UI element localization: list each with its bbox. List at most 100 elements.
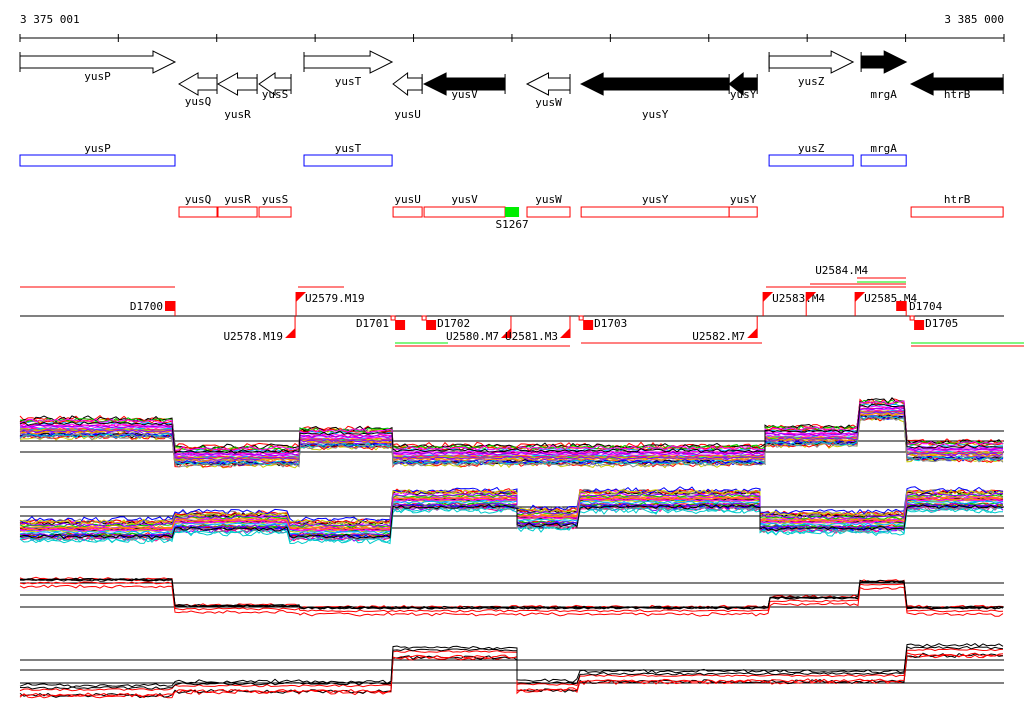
gene-label-yusR: yusR bbox=[224, 108, 251, 121]
upshift-flag-icon[interactable] bbox=[747, 328, 758, 338]
gene-arrow-mrgA[interactable] bbox=[860, 50, 908, 74]
upshift-flag-icon[interactable] bbox=[285, 328, 296, 338]
gene-arrow-yusY[interactable] bbox=[580, 72, 730, 96]
expression-profile-line bbox=[19, 496, 1004, 531]
upshift-flag-icon[interactable] bbox=[296, 292, 307, 302]
segment-label: D1704 bbox=[909, 300, 942, 313]
reverse-transcript-label: yusY bbox=[642, 193, 669, 206]
gene-arrow-yusW[interactable] bbox=[525, 72, 571, 96]
segment-label: U2583.M4 bbox=[772, 292, 825, 305]
reverse-transcript-box[interactable] bbox=[217, 206, 258, 218]
forward-transcript-box[interactable] bbox=[19, 154, 176, 167]
gene-label-yusP: yusP bbox=[84, 70, 111, 83]
expression-profile-line bbox=[19, 414, 1004, 466]
gene-arrow-yusU[interactable] bbox=[392, 71, 423, 97]
gene-label-mrgA: mrgA bbox=[870, 88, 897, 101]
reverse-transcript-box[interactable] bbox=[178, 206, 218, 218]
downshift-square-icon[interactable] bbox=[583, 320, 594, 330]
segment-tick bbox=[390, 315, 396, 321]
srna-box[interactable] bbox=[505, 207, 520, 217]
gene-arrow-yusZ[interactable] bbox=[768, 50, 855, 74]
gene-arrow-yusY[interactable] bbox=[728, 71, 758, 97]
reverse-transcript-label: yusR bbox=[224, 193, 251, 206]
downshift-square-icon[interactable] bbox=[395, 320, 406, 330]
reverse-transcript-label: yusQ bbox=[185, 193, 212, 206]
upshift-flag-icon[interactable] bbox=[763, 292, 774, 302]
expression-profile-line bbox=[19, 415, 1004, 468]
gene-arrow-yusQ[interactable] bbox=[178, 72, 218, 96]
gene-arrow-yusV[interactable] bbox=[422, 72, 506, 96]
segment-tick bbox=[421, 315, 427, 321]
reverse-transcript-label: yusW bbox=[535, 193, 562, 206]
gene-arrow-yusP[interactable] bbox=[19, 50, 177, 74]
forward-transcript-box[interactable] bbox=[860, 154, 907, 167]
reverse-transcript-label: yusS bbox=[262, 193, 289, 206]
forward-transcript-label: yusP bbox=[84, 142, 111, 155]
gene-arrow-htrB[interactable] bbox=[909, 72, 1004, 96]
expression-profile-line bbox=[19, 492, 1004, 528]
segment-label: U2580.M7 bbox=[446, 330, 499, 343]
srna-label: S1267 bbox=[495, 218, 528, 231]
expression-profile-line bbox=[19, 486, 1004, 524]
reverse-transcript-label: yusY bbox=[730, 193, 757, 206]
expression-panel-3 bbox=[19, 576, 1004, 617]
expression-profile-line bbox=[19, 488, 1004, 526]
expression-profile-line bbox=[19, 643, 1004, 688]
gene-label-yusZ: yusZ bbox=[798, 75, 825, 88]
reverse-transcript-box[interactable] bbox=[423, 206, 506, 218]
reverse-transcript-box[interactable] bbox=[392, 206, 423, 218]
reverse-transcript-box[interactable] bbox=[910, 206, 1004, 218]
segment-label: U2584.M4 bbox=[815, 264, 868, 277]
expression-panel-1 bbox=[19, 397, 1004, 469]
downshift-square-icon[interactable] bbox=[896, 301, 907, 311]
expression-profile-line bbox=[20, 577, 1004, 610]
gene-arrow-yusS[interactable] bbox=[258, 72, 292, 96]
ruler-end-label: 3 385 000 bbox=[944, 13, 1004, 26]
forward-transcript-box[interactable] bbox=[303, 154, 393, 167]
gene-label-htrB: htrB bbox=[944, 88, 971, 101]
reverse-transcript-box[interactable] bbox=[258, 206, 292, 218]
segment-label: D1705 bbox=[925, 317, 958, 330]
reverse-transcript-box[interactable] bbox=[580, 206, 730, 218]
expression-panel-2 bbox=[19, 486, 1004, 545]
upshift-flag-icon[interactable] bbox=[855, 292, 866, 302]
expression-profile-line bbox=[19, 500, 1004, 535]
gene-label-yusT: yusT bbox=[335, 75, 362, 88]
expression-profile-line bbox=[19, 406, 1004, 457]
gene-arrow-yusT[interactable] bbox=[303, 50, 394, 74]
expression-profile-line bbox=[19, 577, 1004, 610]
upshift-flag-icon[interactable] bbox=[806, 292, 817, 302]
reverse-transcript-label: htrB bbox=[944, 193, 971, 206]
gene-label-yusY: yusY bbox=[730, 88, 757, 101]
reverse-transcript-label: yusV bbox=[451, 193, 478, 206]
expression-profile-line bbox=[19, 405, 1003, 456]
expression-profile-line bbox=[19, 488, 1004, 525]
expression-panel-4 bbox=[19, 643, 1004, 699]
expression-profile-line bbox=[19, 399, 1004, 452]
upshift-flag-icon[interactable] bbox=[500, 328, 511, 338]
downshift-square-icon[interactable] bbox=[164, 301, 175, 311]
gene-label-yusS: yusS bbox=[262, 88, 289, 101]
expression-profile-line bbox=[19, 400, 1004, 452]
expression-profile-line bbox=[19, 502, 1004, 538]
segment-label: D1702 bbox=[437, 317, 470, 330]
downshift-square-icon[interactable] bbox=[914, 320, 925, 330]
segment-label: D1703 bbox=[594, 317, 627, 330]
expression-profile-line bbox=[19, 648, 1004, 692]
gene-arrow-yusR[interactable] bbox=[216, 72, 258, 96]
downshift-square-icon[interactable] bbox=[426, 320, 437, 330]
forward-transcript-label: mrgA bbox=[870, 142, 897, 155]
reverse-transcript-box[interactable] bbox=[728, 206, 758, 218]
expression-profile-line bbox=[19, 495, 1004, 530]
gene-label-yusQ: yusQ bbox=[185, 95, 212, 108]
segment-label: U2581.M3 bbox=[505, 330, 558, 343]
expression-profile-line bbox=[19, 652, 1004, 698]
expression-profile-line bbox=[19, 415, 1004, 467]
forward-transcript-box[interactable] bbox=[768, 154, 854, 167]
expression-profile-line bbox=[19, 645, 1004, 690]
ruler-start-label: 3 375 001 bbox=[20, 13, 80, 26]
reverse-transcript-box[interactable] bbox=[526, 206, 571, 218]
upshift-flag-icon[interactable] bbox=[560, 328, 571, 338]
